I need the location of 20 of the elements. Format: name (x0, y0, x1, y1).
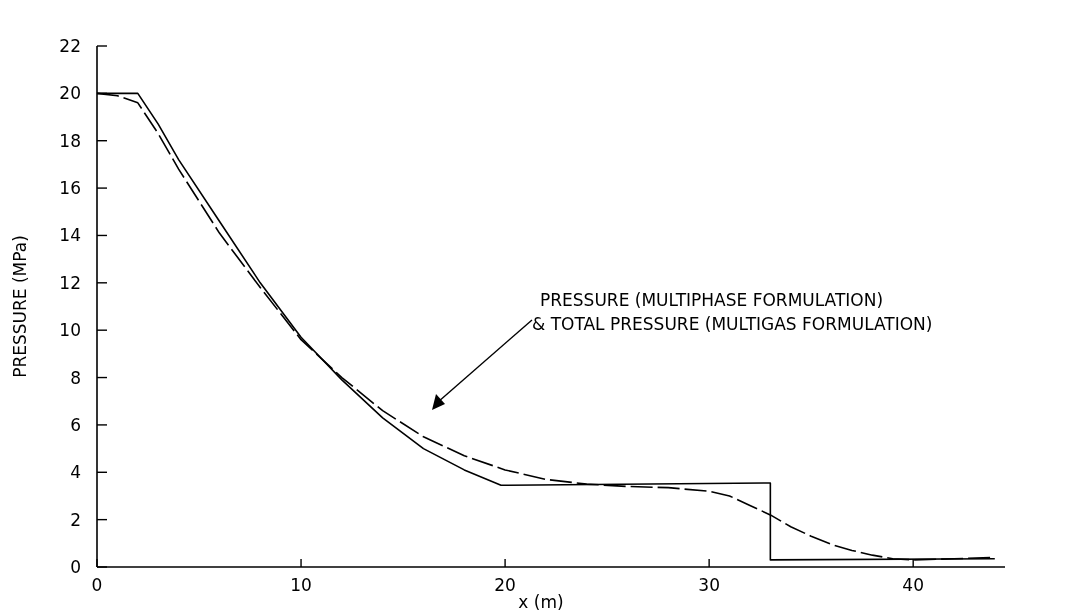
y-tick-label: 20 (59, 83, 81, 104)
y-tick-label: 4 (70, 462, 81, 483)
y-tick-label: 6 (70, 414, 81, 435)
x-axis-title: x (m) (518, 592, 564, 612)
x-tick-label: 20 (494, 575, 516, 595)
y-tick-label: 2 (70, 509, 81, 530)
x-tick-label: 40 (902, 575, 924, 595)
x-tick-label: 30 (698, 575, 720, 595)
y-tick-label: 22 (59, 36, 81, 56)
y-tick-label: 16 (59, 178, 81, 199)
annotation: PRESSURE (MULTIPHASE FORMULATION) & TOTAL PRESSURE (MULTIGAS FORMULATION) (532, 290, 933, 334)
x-tick-label: 0 (91, 575, 103, 595)
y-tick-label: 14 (59, 225, 81, 246)
y-tick-label: 10 (59, 320, 81, 341)
y-axis-title: PRESSURE (MPa) (10, 235, 30, 378)
x-tick-label: 10 (290, 575, 312, 595)
y-tick-label: 8 (70, 367, 81, 388)
y-tick-label: 12 (59, 272, 81, 293)
y-tick-label: 0 (70, 557, 81, 577)
y-tick-label: 18 (59, 130, 81, 151)
